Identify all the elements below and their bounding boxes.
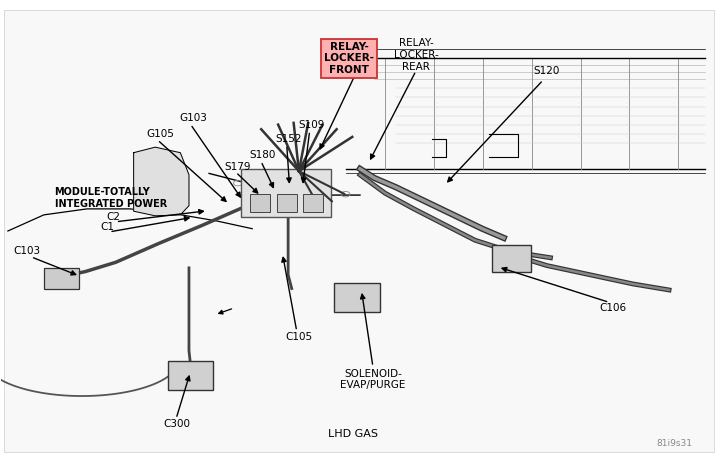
- Text: C1: C1: [100, 222, 114, 232]
- FancyBboxPatch shape: [241, 169, 331, 217]
- Text: G105: G105: [146, 129, 174, 139]
- Text: S179: S179: [225, 162, 251, 171]
- Text: RELAY-
LOCKER-
FRONT: RELAY- LOCKER- FRONT: [324, 42, 374, 75]
- Text: S152: S152: [275, 134, 302, 144]
- Text: C106: C106: [599, 304, 626, 313]
- Text: 81i9s31: 81i9s31: [656, 439, 692, 448]
- FancyBboxPatch shape: [492, 245, 531, 273]
- Text: C105: C105: [285, 332, 312, 342]
- Text: C103: C103: [14, 246, 41, 256]
- Text: C300: C300: [163, 419, 190, 430]
- Bar: [250, 194, 270, 212]
- Text: S180: S180: [250, 150, 276, 160]
- Text: C2: C2: [107, 212, 120, 222]
- Text: G103: G103: [179, 113, 207, 123]
- Bar: [303, 194, 323, 212]
- FancyBboxPatch shape: [4, 10, 714, 452]
- FancyBboxPatch shape: [334, 283, 380, 312]
- Text: MODULE-TOTALLY
INTEGRATED POWER: MODULE-TOTALLY INTEGRATED POWER: [55, 187, 167, 209]
- Text: S120: S120: [534, 66, 560, 76]
- Text: LHD GAS: LHD GAS: [328, 429, 378, 438]
- FancyBboxPatch shape: [44, 268, 79, 290]
- FancyBboxPatch shape: [168, 361, 213, 390]
- Bar: [276, 194, 297, 212]
- Text: SOLENOID-
EVAP/PURGE: SOLENOID- EVAP/PURGE: [341, 369, 405, 390]
- Polygon shape: [134, 147, 189, 216]
- Text: S109: S109: [298, 120, 324, 130]
- Text: RELAY-
LOCKER-
REAR: RELAY- LOCKER- REAR: [394, 38, 438, 72]
